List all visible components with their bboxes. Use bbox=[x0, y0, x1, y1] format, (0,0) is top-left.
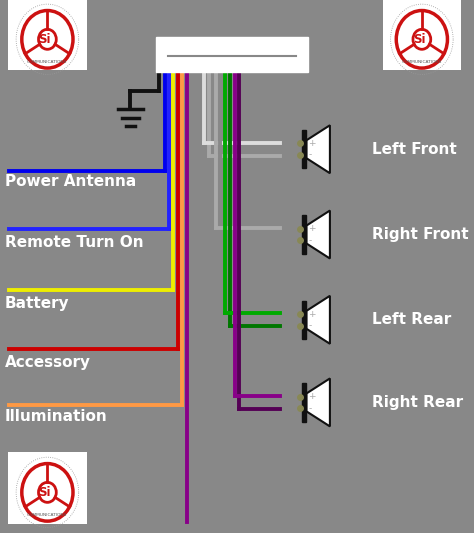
Text: +: + bbox=[309, 139, 316, 148]
Text: -: - bbox=[309, 236, 311, 245]
Text: Power Antenna: Power Antenna bbox=[5, 174, 136, 189]
Polygon shape bbox=[306, 211, 330, 259]
Bar bbox=[302, 215, 306, 254]
Text: Left Front: Left Front bbox=[372, 142, 457, 157]
Text: COMMUNICATIONS: COMMUNICATIONS bbox=[401, 60, 442, 64]
Text: Si: Si bbox=[38, 486, 51, 499]
Polygon shape bbox=[306, 378, 330, 426]
Text: COMMUNICATIONS: COMMUNICATIONS bbox=[27, 60, 68, 64]
Text: Left Rear: Left Rear bbox=[372, 312, 451, 327]
Bar bbox=[302, 383, 306, 422]
Text: +: + bbox=[309, 392, 316, 401]
Text: Si: Si bbox=[413, 33, 425, 46]
Text: Right Front: Right Front bbox=[372, 227, 469, 242]
Bar bbox=[156, 37, 308, 72]
Bar bbox=[302, 130, 306, 168]
Polygon shape bbox=[306, 125, 330, 173]
Bar bbox=[302, 301, 306, 339]
Polygon shape bbox=[306, 296, 330, 344]
Bar bbox=[8, 0, 86, 70]
Text: -: - bbox=[309, 403, 311, 413]
Text: Illumination: Illumination bbox=[5, 409, 108, 424]
Text: Battery: Battery bbox=[5, 296, 69, 311]
Text: Si: Si bbox=[38, 33, 51, 46]
Text: -: - bbox=[309, 321, 311, 330]
Bar bbox=[8, 451, 86, 523]
Text: Right Rear: Right Rear bbox=[372, 395, 463, 410]
Text: COMMUNICATIONS: COMMUNICATIONS bbox=[27, 513, 68, 517]
Text: -: - bbox=[309, 150, 311, 159]
Bar bbox=[383, 0, 461, 70]
Text: +: + bbox=[309, 224, 316, 233]
Text: Accessory: Accessory bbox=[5, 355, 91, 370]
Text: Remote Turn On: Remote Turn On bbox=[5, 235, 143, 250]
Text: +: + bbox=[309, 310, 316, 319]
